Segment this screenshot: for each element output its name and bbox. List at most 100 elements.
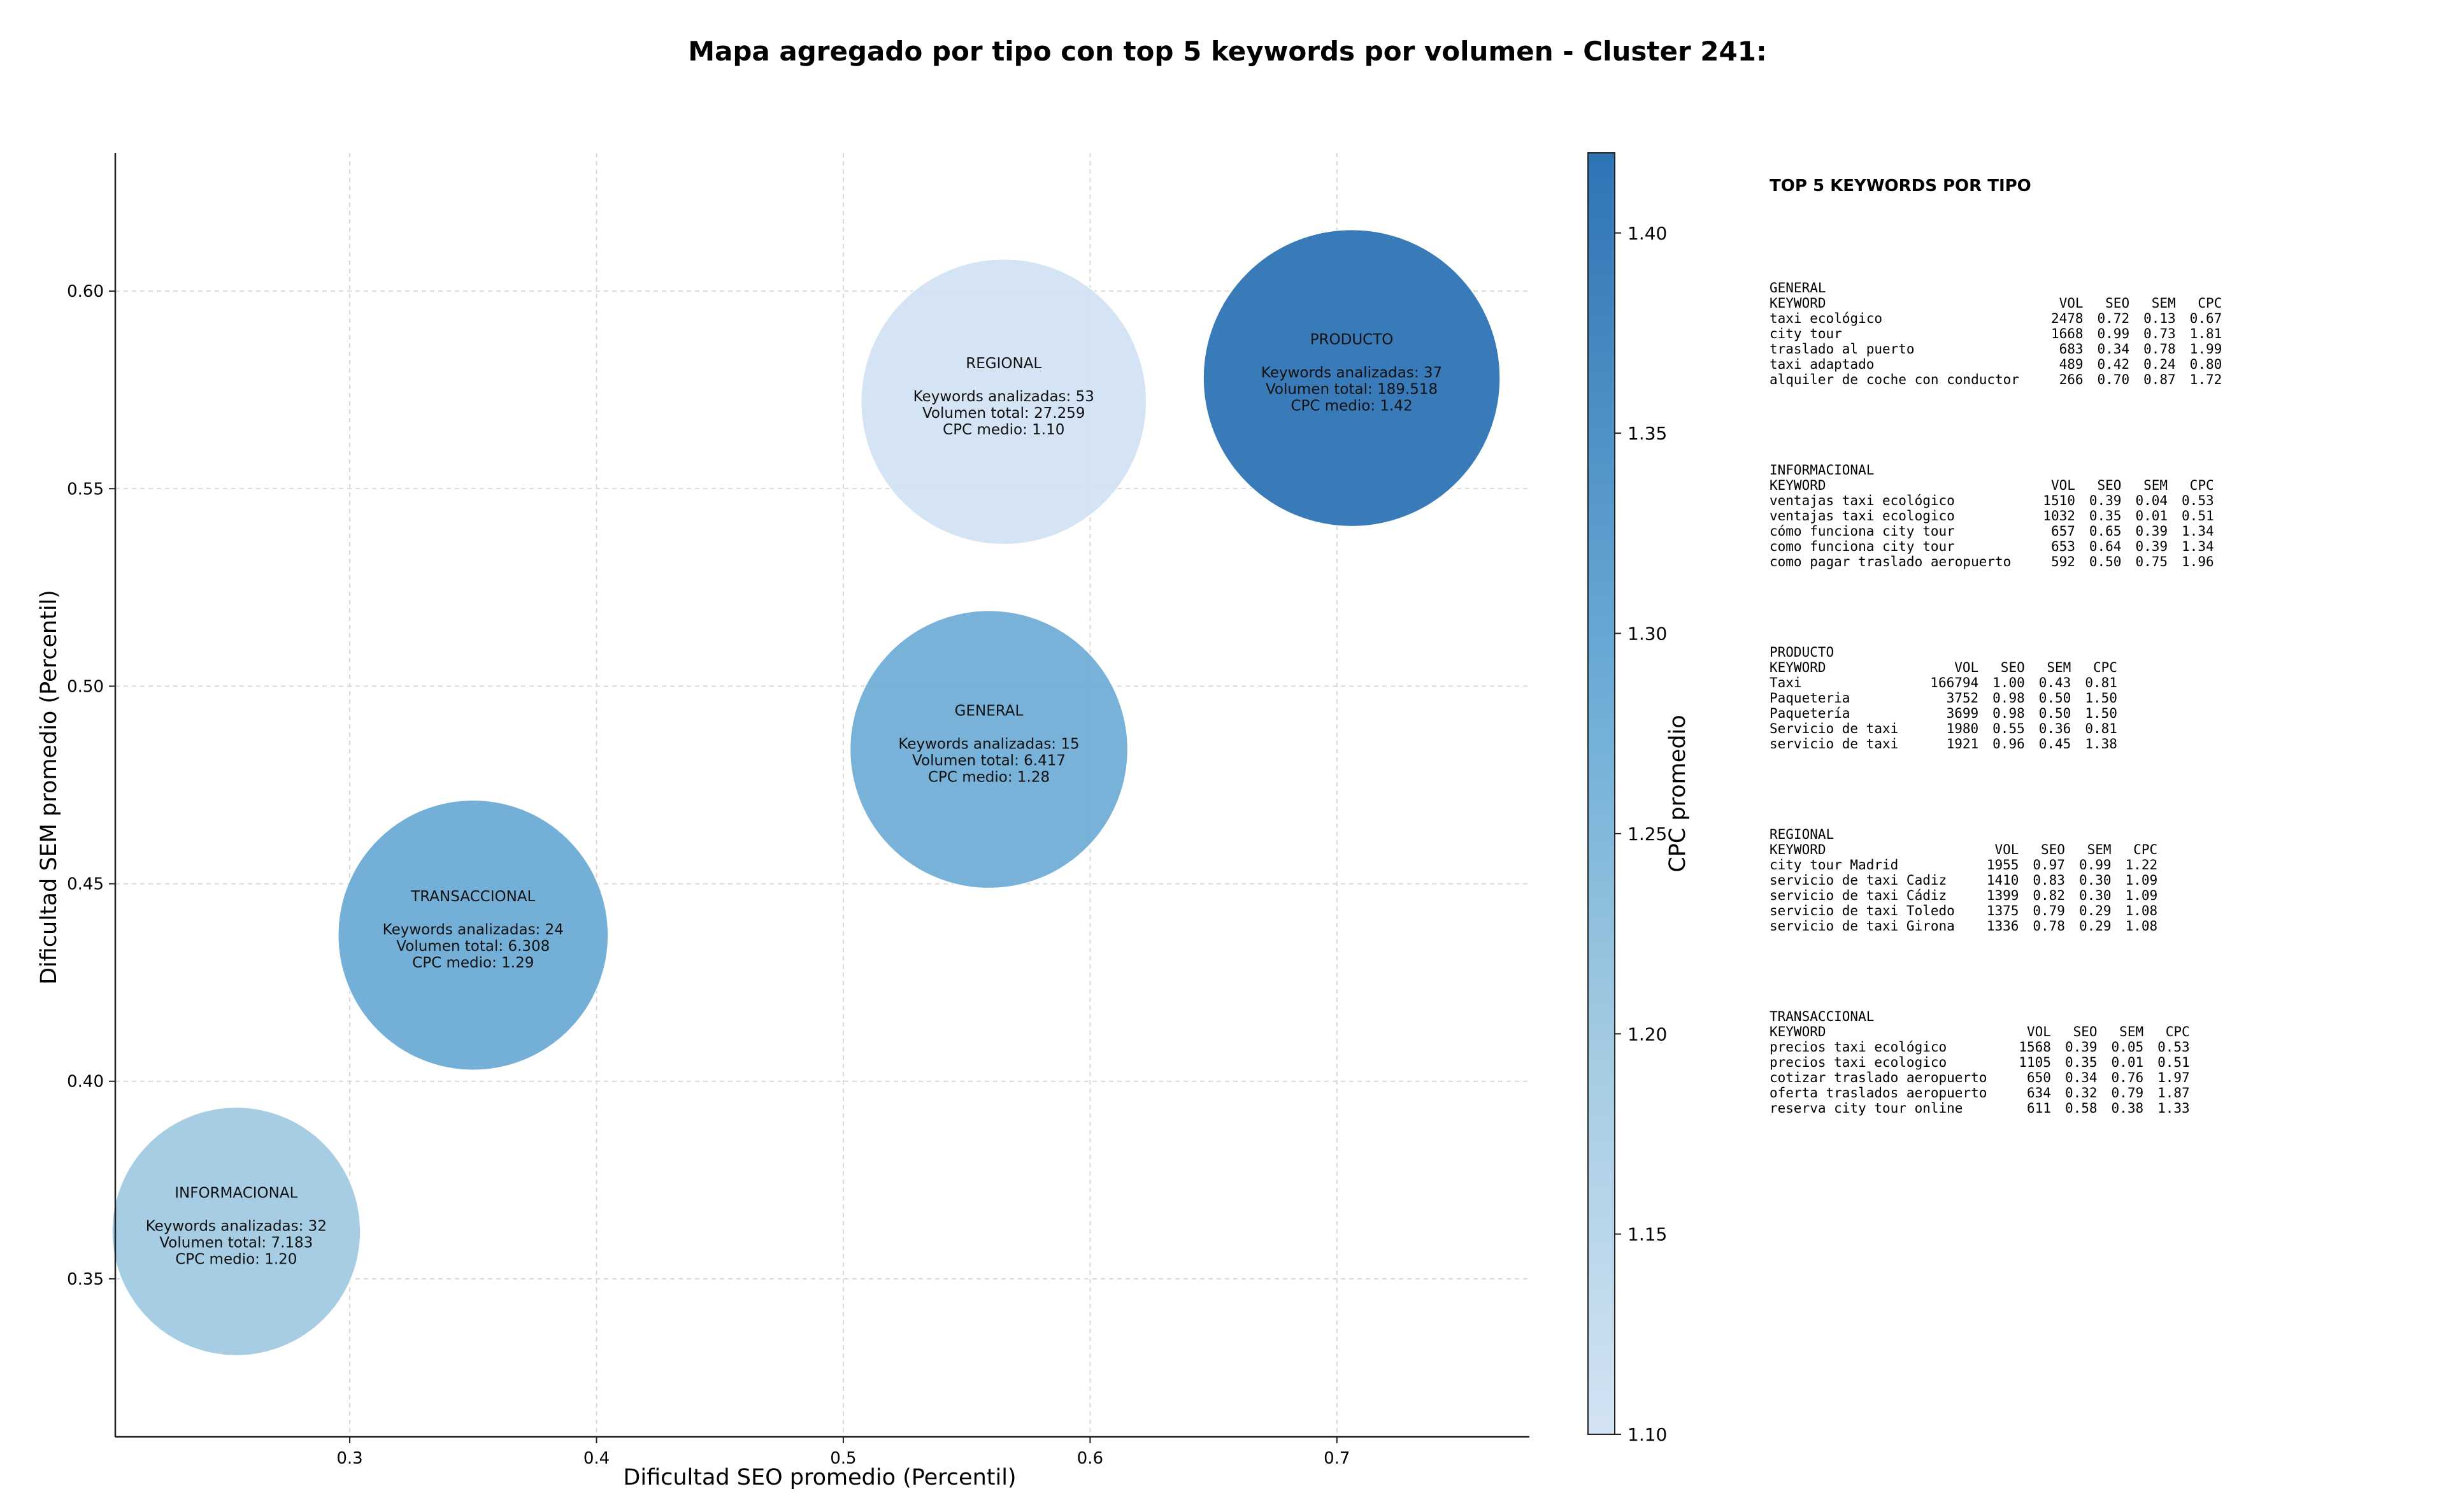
colorbar-tick-label: 1.10 — [1627, 1424, 1667, 1445]
keyword-cell-keyword: como funciona city tour — [1770, 539, 1955, 554]
keyword-cell-keyword: city tour — [1770, 326, 1842, 341]
keyword-cell-vol: 1336 — [1986, 918, 2019, 934]
column-header-cpc: CPC — [2189, 478, 2214, 493]
keyword-cell-cpc: 1.34 — [2182, 524, 2214, 539]
keyword-row: servicio de taxi Toledo 1375 0.79 0.29 1.08 — [1770, 903, 2157, 918]
keyword-cell-sem: 0.01 — [2135, 508, 2168, 524]
keyword-cell-keyword: ventajas taxi ecologico — [1770, 508, 1955, 524]
column-header-sem: SEM — [2151, 296, 2176, 311]
keyword-cell-vol: 3752 — [1946, 690, 1979, 706]
x-tick-label: 0.7 — [1324, 1449, 1350, 1468]
keyword-cell-keyword: traslado al puerto — [1770, 341, 1915, 357]
keyword-row: servicio de taxi Girona 1336 0.78 0.29 1.08 — [1770, 918, 2157, 934]
keyword-cell-cpc: 1.50 — [2085, 690, 2117, 706]
column-header-keyword: KEYWORD — [1770, 1024, 1826, 1039]
keyword-cell-sem: 0.29 — [2078, 918, 2112, 934]
keyword-cell-keyword: Taxi — [1770, 675, 1802, 690]
keyword-cell-seo: 0.78 — [2033, 918, 2065, 934]
keyword-cell-vol: 1955 — [1986, 857, 2019, 873]
keyword-cell-cpc: 1.08 — [2125, 903, 2158, 918]
keyword-header-row: KEYWORD VOL SEO SEM CPC — [1770, 296, 2222, 311]
x-tick-label: 0.3 — [336, 1449, 362, 1468]
column-header-sem: SEM — [2087, 842, 2112, 857]
keyword-cell-keyword: servicio de taxi Girona — [1770, 918, 1955, 934]
column-header-seo: SEO — [2097, 478, 2122, 493]
keyword-cell-seo: 0.70 — [2097, 372, 2130, 387]
keyword-cell-seo: 0.42 — [2097, 357, 2130, 372]
column-header-keyword: KEYWORD — [1770, 660, 1826, 675]
keyword-cell-cpc: 1.97 — [2157, 1070, 2190, 1085]
y-tick-label: 0.50 — [67, 677, 104, 696]
keyword-cell-vol: 1568 — [2019, 1039, 2051, 1055]
bubble-label: CPC medio: 1.10 — [943, 422, 1064, 438]
keyword-cell-vol: 1668 — [2050, 326, 2084, 341]
keyword-cell-vol: 650 — [2027, 1070, 2051, 1085]
bubble-transaccional: TRANSACCIONAL Keywords analizadas: 24Volu… — [338, 799, 609, 1071]
y-tick-label: 0.40 — [67, 1073, 104, 1092]
keyword-cell-seo: 0.65 — [2089, 524, 2122, 539]
keyword-cell-keyword: servicio de taxi — [1770, 736, 1899, 752]
keyword-cell-cpc: 1.38 — [2085, 736, 2117, 752]
keyword-cell-seo: 0.58 — [2064, 1101, 2098, 1116]
keyword-cell-seo: 0.34 — [2064, 1070, 2098, 1085]
keyword-row: ventajas taxi ecologico 1032 0.35 0.01 0.51 — [1770, 508, 2214, 524]
keyword-cell-seo: 0.50 — [2089, 554, 2122, 569]
keyword-cell-cpc: 0.80 — [2189, 357, 2222, 372]
keyword-cell-vol: 1980 — [1946, 721, 1979, 736]
keyword-cell-seo: 0.39 — [2089, 493, 2122, 508]
column-header-vol: VOL — [2050, 478, 2075, 493]
keyword-cell-seo: 0.39 — [2064, 1039, 2098, 1055]
bubble-label: PRODUCTO — [1310, 332, 1394, 348]
keyword-block-title: GENERAL — [1770, 280, 1826, 296]
keyword-cell-vol: 1032 — [2043, 508, 2075, 524]
keyword-cell-cpc: 1.22 — [2125, 857, 2158, 873]
keyword-table: KEYWORD VOL SEO SEM CPC ventajas taxi ecológi… — [1770, 478, 2214, 569]
column-header-sem: SEM — [2047, 660, 2071, 675]
keyword-block-title: TRANSACCIONAL — [1770, 1009, 1875, 1024]
keyword-cell-cpc: 1.08 — [2125, 918, 2158, 934]
colorbar: 1.10 1.15 1.20 1.25 1.30 1.35 1.40 — [1587, 152, 1667, 1445]
bubble-label: Volumen total: 6.308 — [396, 938, 550, 955]
keyword-block-transaccional: TRANSACCIONAL KEYWORD VOL SEO SEM CPC precios … — [1770, 1009, 2432, 1116]
colorbar-tick-label: 1.35 — [1627, 423, 1667, 444]
keyword-cell-cpc: 0.81 — [2085, 721, 2117, 736]
keyword-row: taxi ecológico 2478 0.72 0.13 0.67 — [1770, 311, 2222, 326]
keyword-block-regional: REGIONAL KEYWORD VOL SEO SEM CPC city tour Mad… — [1770, 827, 2432, 934]
keyword-row: servicio de taxi Cádiz 1399 0.82 0.30 1.09 — [1770, 888, 2157, 903]
keyword-cell-sem: 0.36 — [2038, 721, 2071, 736]
keyword-row: cotizar traslado aeropuerto 650 0.34 0.76 1.… — [1770, 1070, 2190, 1085]
keyword-cell-seo: 0.34 — [2097, 341, 2130, 357]
keyword-cell-cpc: 0.51 — [2182, 508, 2214, 524]
keyword-cell-cpc: 0.67 — [2189, 311, 2222, 326]
column-header-vol: VOL — [2027, 1024, 2051, 1039]
keyword-row: city tour 1668 0.99 0.73 1.81 — [1770, 326, 2222, 341]
column-header-vol: VOL — [1954, 660, 1979, 675]
colorbar-tick-label: 1.15 — [1627, 1224, 1667, 1245]
bubble-label: Volumen total: 7.183 — [159, 1234, 313, 1251]
keyword-row: city tour Madrid 1955 0.97 0.99 1.22 — [1770, 857, 2157, 873]
y-tick-label: 0.35 — [67, 1270, 104, 1289]
keyword-row: servicio de taxi 1921 0.96 0.45 1.38 — [1770, 736, 2117, 752]
keyword-cell-sem: 0.13 — [2143, 311, 2176, 326]
keyword-header-row: KEYWORD VOL SEO SEM CPC — [1770, 478, 2214, 493]
keyword-cell-vol: 1399 — [1986, 888, 2019, 903]
y-tick-label: 0.60 — [67, 282, 104, 301]
keyword-cell-keyword: cómo funciona city tour — [1770, 524, 1955, 539]
keyword-cell-vol: 1105 — [2019, 1055, 2051, 1070]
keyword-cell-keyword: alquiler de coche con conductor — [1770, 372, 2019, 387]
keyword-cell-keyword: Servicio de taxi — [1770, 721, 1899, 736]
keyword-cell-sem: 0.04 — [2135, 493, 2168, 508]
column-header-cpc: CPC — [2092, 660, 2117, 675]
x-tick-label: 0.4 — [583, 1449, 610, 1468]
keyword-cell-vol: 489 — [2059, 357, 2084, 372]
keyword-cell-vol: 2478 — [2050, 311, 2084, 326]
keyword-cell-vol: 1375 — [1986, 903, 2019, 918]
colorbar-tick-label: 1.20 — [1627, 1023, 1667, 1045]
keyword-row: Servicio de taxi 1980 0.55 0.36 0.81 — [1770, 721, 2117, 736]
column-header-vol: VOL — [2059, 296, 2084, 311]
keyword-cell-vol: 653 — [2050, 539, 2075, 554]
keyword-cell-sem: 0.43 — [2038, 675, 2071, 690]
column-header-sem: SEM — [2143, 478, 2168, 493]
column-header-seo: SEO — [2105, 296, 2130, 311]
x-tick-label: 0.6 — [1077, 1449, 1103, 1468]
